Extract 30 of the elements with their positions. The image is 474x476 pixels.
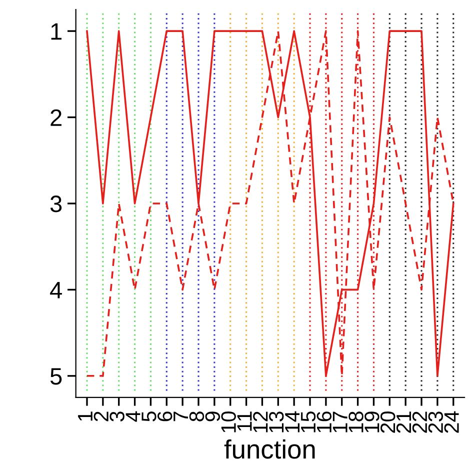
x-tick-label: 4 — [126, 411, 140, 422]
y-tick-label: 2 — [50, 109, 62, 126]
x-tick-label: 23 — [428, 412, 444, 433]
x-tick-label: 19 — [364, 412, 380, 432]
x-tick-label: 2 — [94, 412, 108, 422]
x-tick-label: 24 — [444, 411, 459, 433]
x-tick-label: 5 — [142, 412, 156, 422]
x-tick-label: 9 — [205, 412, 220, 422]
x-axis-title: function — [224, 439, 315, 459]
x-tick-label: 3 — [110, 412, 124, 422]
x-tick-label: 20 — [380, 411, 396, 433]
x-tick-label: 13 — [268, 412, 284, 432]
x-tick-label: 10 — [221, 411, 236, 432]
x-tick-label: 8 — [189, 412, 204, 422]
x-tick-label: 6 — [157, 412, 172, 422]
x-tick-label: 7 — [174, 412, 188, 422]
y-tick-label: 4 — [50, 282, 62, 298]
x-tick-label: 11 — [237, 412, 252, 431]
x-tick-label: 15 — [301, 412, 316, 432]
x-tick-label: 21 — [396, 412, 411, 433]
x-tick-label: 14 — [285, 411, 300, 432]
x-tick-label: 12 — [253, 412, 268, 432]
y-tick-label: 3 — [50, 196, 62, 212]
y-tick-label: 1 — [51, 23, 62, 40]
x-tick-label: 1 — [78, 412, 92, 421]
x-tick-label: 22 — [412, 412, 427, 433]
x-tick-label: 17 — [332, 412, 348, 432]
y-tick-label: 5 — [50, 368, 62, 385]
x-tick-label: 18 — [348, 412, 364, 432]
x-tick-label: 16 — [316, 412, 332, 432]
